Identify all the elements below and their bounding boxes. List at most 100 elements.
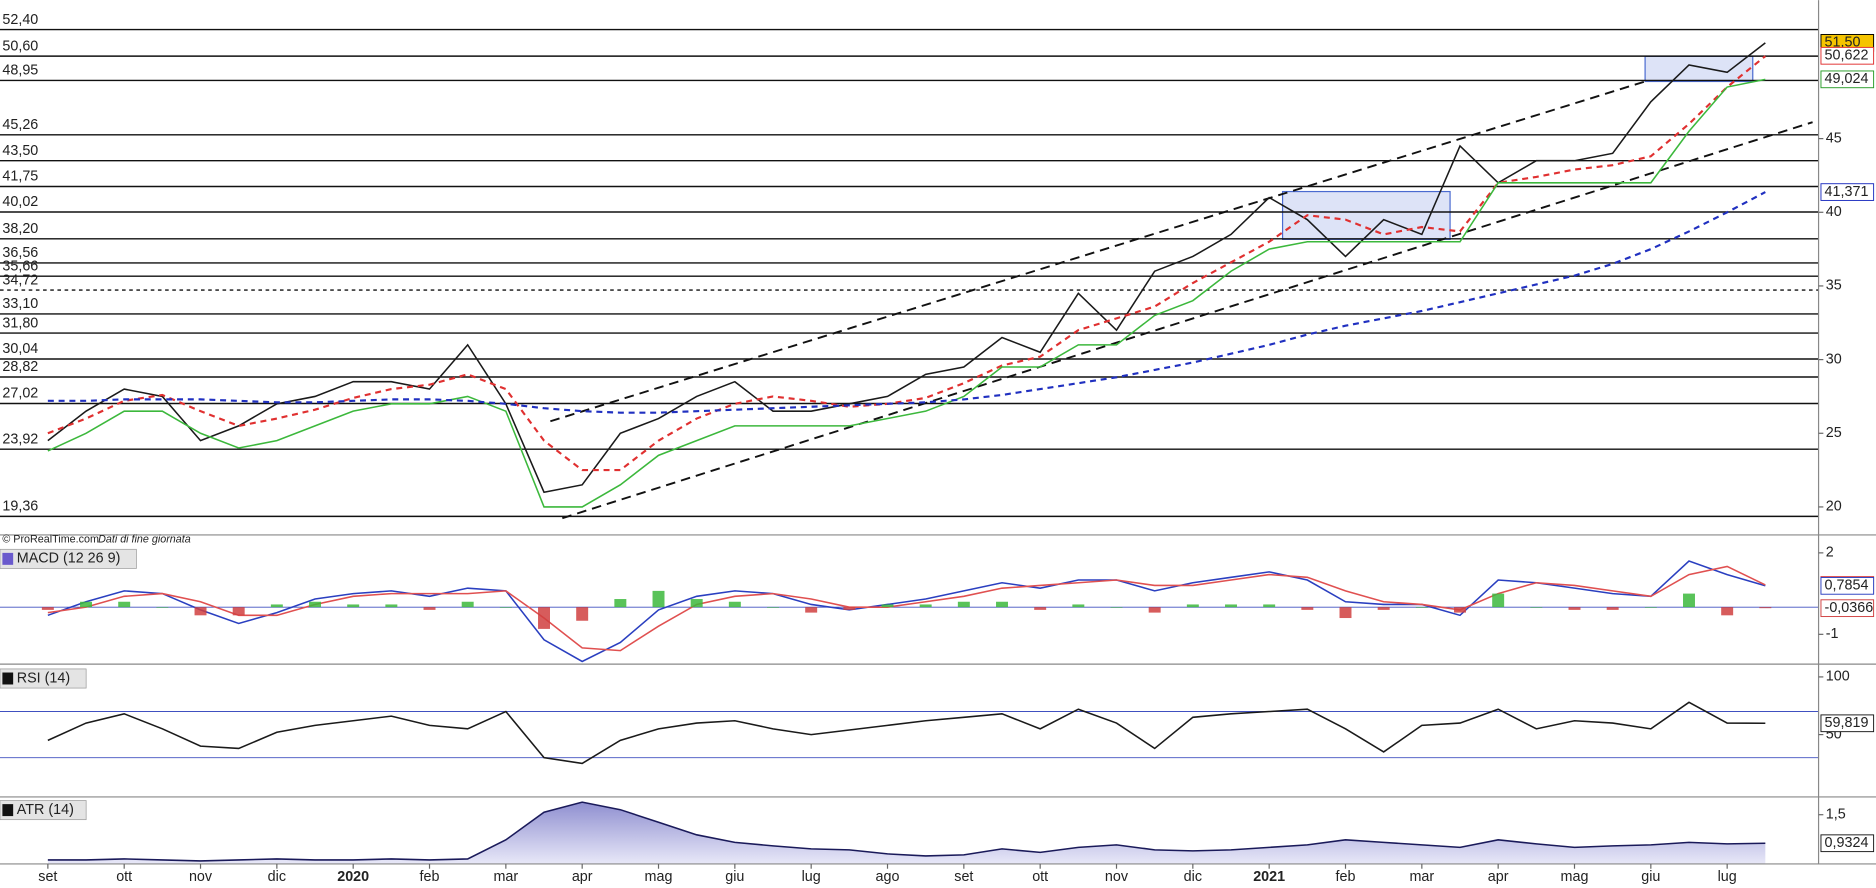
x-tick-label: mar [1409, 869, 1434, 885]
histogram-bar [1644, 607, 1657, 608]
pane-title-box [0, 800, 87, 821]
histogram-bar [690, 599, 703, 608]
x-tick-label: 2021 [1253, 869, 1285, 885]
pane-title-box [0, 548, 137, 569]
level-label: 30,04 [2, 341, 38, 357]
level-label: 38,20 [2, 221, 38, 237]
pane-title: MACD (12 26 9) [17, 551, 121, 567]
last-value-label: 0,7854 [1825, 578, 1869, 594]
histogram-bar [1530, 607, 1543, 608]
histogram-bar [41, 607, 54, 610]
x-tick-label: giu [725, 869, 744, 885]
level-label: 33,10 [2, 296, 38, 312]
x-tick-label: lug [802, 869, 821, 885]
x-tick-label: ott [1032, 869, 1048, 885]
histogram-bar [118, 601, 131, 608]
histogram-bar [1415, 607, 1428, 608]
histogram-bar [1225, 604, 1237, 608]
histogram-bar [805, 607, 818, 613]
histogram-bar [614, 599, 627, 608]
histogram-bar [1110, 607, 1123, 608]
x-tick-label: nov [1105, 869, 1129, 885]
histogram-bar [80, 601, 93, 608]
level-label: 35,66 [2, 258, 38, 274]
y-tick-label: 45 [1826, 130, 1842, 146]
level-label: 50,60 [2, 38, 38, 54]
pane-title: ATR (14) [17, 802, 74, 818]
y-tick-label: 40 [1826, 204, 1842, 220]
series-line [47, 42, 1766, 494]
y-tick-label: 30 [1826, 351, 1842, 367]
last-value-box [1820, 576, 1875, 595]
x-tick-label: feb [420, 869, 440, 885]
trend-line [562, 121, 1813, 520]
last-value-box [1820, 714, 1875, 733]
histogram-bar [1301, 607, 1314, 610]
pane-title: RSI (14) [17, 670, 70, 686]
histogram-bar [309, 601, 322, 608]
level-label: 23,92 [2, 431, 38, 447]
histogram-bar [1186, 604, 1199, 608]
histogram-bar [1148, 607, 1161, 613]
histogram-bar [576, 607, 589, 621]
level-label: 28,82 [2, 359, 38, 375]
y-tick-label: 25 [1826, 425, 1842, 441]
histogram-bar [1606, 607, 1619, 610]
x-tick-label: ott [116, 869, 132, 885]
histogram-bar [1721, 607, 1734, 616]
x-tick-label: apr [1488, 869, 1509, 885]
histogram-bar [767, 607, 779, 608]
y-tick-label: 2 [1826, 545, 1834, 561]
histogram-bar [1492, 593, 1505, 608]
pane-title-icon [2, 804, 14, 817]
x-tick-label: dic [268, 869, 286, 885]
last-value-label: 41,371 [1825, 184, 1869, 200]
x-tick-label: ago [876, 869, 900, 885]
y-tick-label: -1 [1826, 626, 1839, 642]
x-tick-label: mag [645, 869, 673, 885]
histogram-bar [538, 607, 550, 629]
histogram-bar [1568, 607, 1581, 610]
level-label: 52,40 [2, 12, 38, 28]
area-line [47, 801, 1766, 862]
series-line [47, 55, 1767, 472]
histogram-bar [385, 604, 398, 608]
last-value-label: 51,50 [1825, 35, 1861, 51]
last-value-label: 59,819 [1825, 715, 1869, 731]
histogram-bar [1377, 607, 1390, 610]
x-tick-label: dic [1184, 869, 1202, 885]
range-box [1281, 190, 1451, 241]
histogram-bar [423, 607, 436, 610]
level-label: 36,56 [2, 245, 38, 261]
series-line [47, 560, 1766, 663]
last-value-box [1820, 46, 1875, 65]
x-tick-label: 2020 [337, 869, 369, 885]
histogram-bar [194, 607, 207, 616]
x-tick-label: set [954, 869, 973, 885]
last-value-label: 50,622 [1825, 48, 1869, 64]
histogram-bar [1034, 607, 1047, 610]
histogram-bar [156, 607, 169, 608]
histogram-bar [996, 601, 1008, 608]
last-value-label: 49,024 [1825, 71, 1869, 87]
trend-line [550, 80, 1646, 423]
pane-title-box [0, 668, 87, 689]
y-tick-label: 1,5 [1826, 807, 1846, 823]
histogram-bar [957, 601, 970, 608]
histogram-bar [347, 604, 360, 608]
source: © ProRealTime.com [2, 534, 99, 546]
level-label: 45,26 [2, 117, 38, 133]
panes: 52,40 50,60 48,95 45,26 43,50 41,75 40,02 38,20… [0, 12, 1819, 864]
histogram-bar [843, 607, 856, 610]
level-label: 48,95 [2, 63, 38, 79]
histogram-bar [1072, 604, 1085, 608]
x-tick-label: mar [493, 869, 518, 885]
x-tick-label: giu [1641, 869, 1660, 885]
last-value-box [1820, 70, 1875, 89]
histogram-bar [1683, 593, 1695, 608]
y-tick-label: 20 [1826, 499, 1842, 515]
series-line [47, 701, 1766, 765]
histogram-bar [499, 607, 512, 608]
